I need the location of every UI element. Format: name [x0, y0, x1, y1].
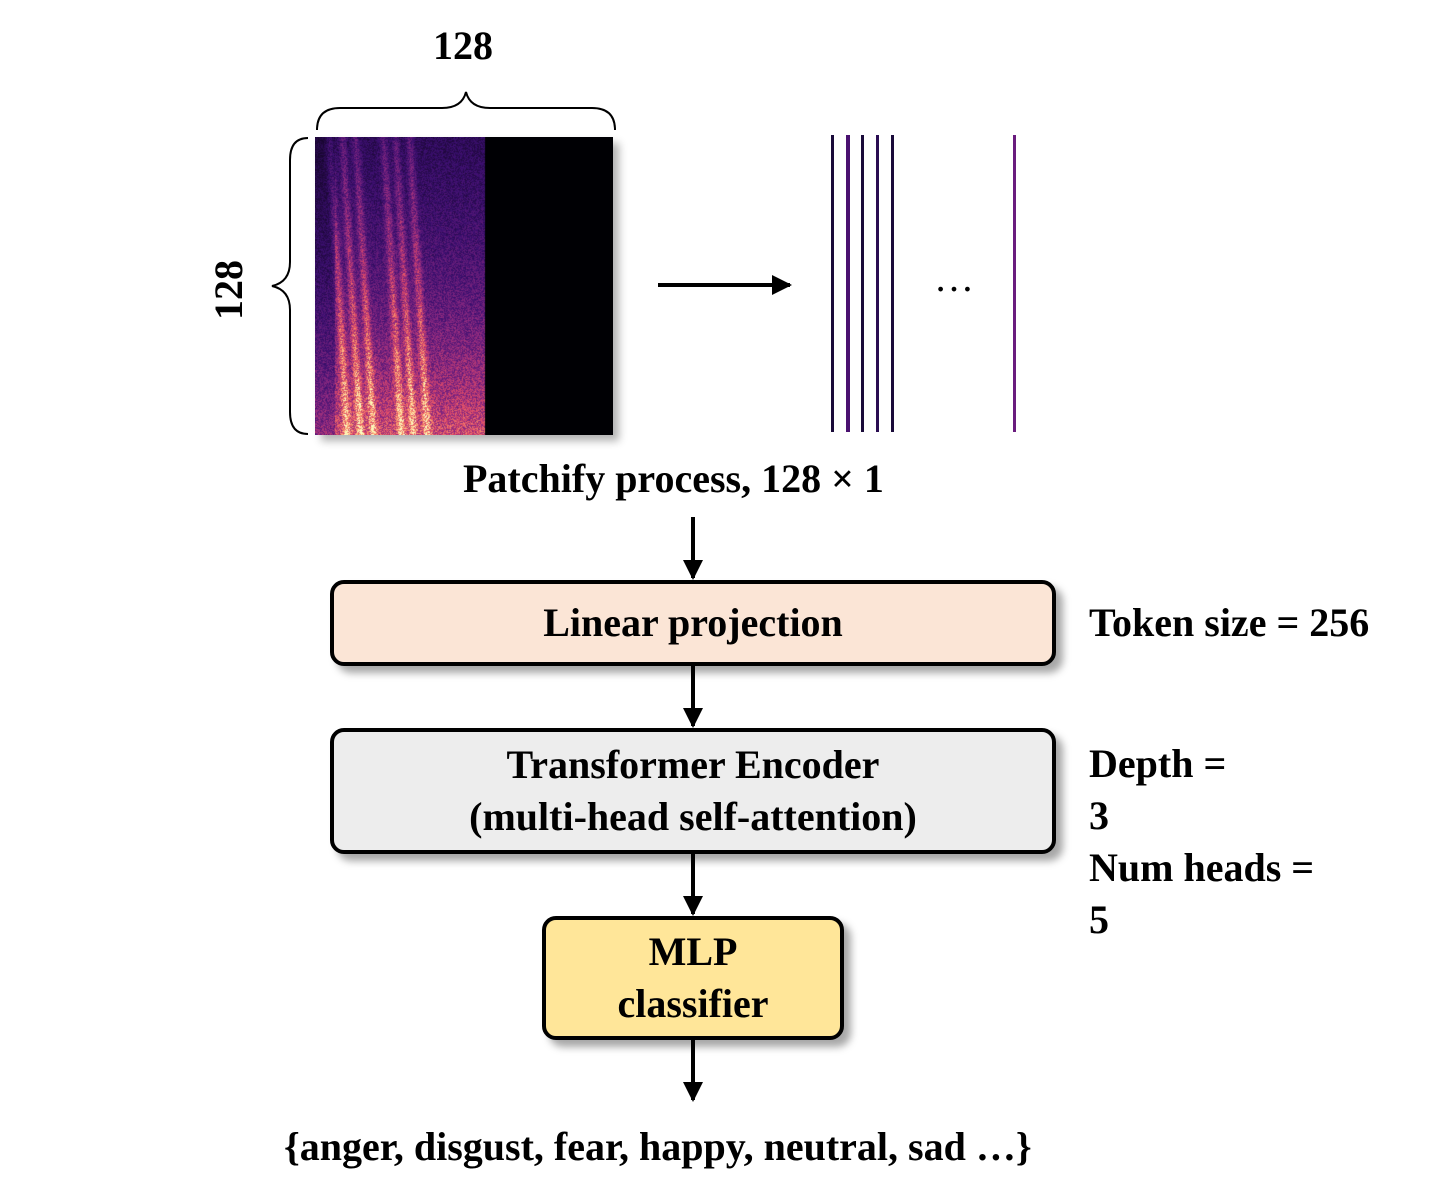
num-heads-value: 5 [1089, 897, 1109, 942]
transformer-encoder-title: Transformer Encoder [506, 742, 880, 787]
depth-value: 3 [1089, 793, 1109, 838]
spectrogram-image [315, 137, 613, 435]
patch-strip [861, 135, 864, 432]
transformer-encoder-block: Transformer Encoder (multi-head self-att… [330, 728, 1056, 854]
encoder-params: Depth = 3 Num heads = 5 [1089, 738, 1314, 946]
spectrogram-canvas [315, 137, 613, 435]
output-classes: {anger, disgust, fear, happy, neutral, s… [284, 1124, 1032, 1169]
width-label: 128 [433, 23, 493, 68]
height-brace [271, 137, 309, 435]
transformer-encoder-subtitle: (multi-head self-attention) [469, 794, 917, 839]
mlp-title: MLP [648, 929, 738, 974]
mlp-subtitle: classifier [617, 981, 769, 1026]
num-heads-label: Num heads = [1089, 845, 1315, 890]
height-label: 128 [206, 260, 251, 320]
token-size-label: Token size = 256 [1089, 600, 1370, 645]
width-brace [316, 91, 616, 131]
patch-strip [846, 135, 850, 432]
depth-label: Depth = [1089, 741, 1227, 786]
patchify-label: Patchify process, 128 × 1 [463, 456, 884, 501]
mlp-classifier-block: MLP classifier [542, 916, 844, 1040]
patch-ellipsis: … [934, 255, 974, 300]
patch-strip [891, 135, 894, 432]
linear-projection-block: Linear projection [330, 580, 1056, 666]
patch-strips [831, 135, 1016, 432]
patch-strip [876, 135, 879, 432]
linear-projection-label: Linear projection [543, 600, 843, 645]
patch-strip [1013, 135, 1016, 432]
patch-strip [831, 135, 834, 432]
